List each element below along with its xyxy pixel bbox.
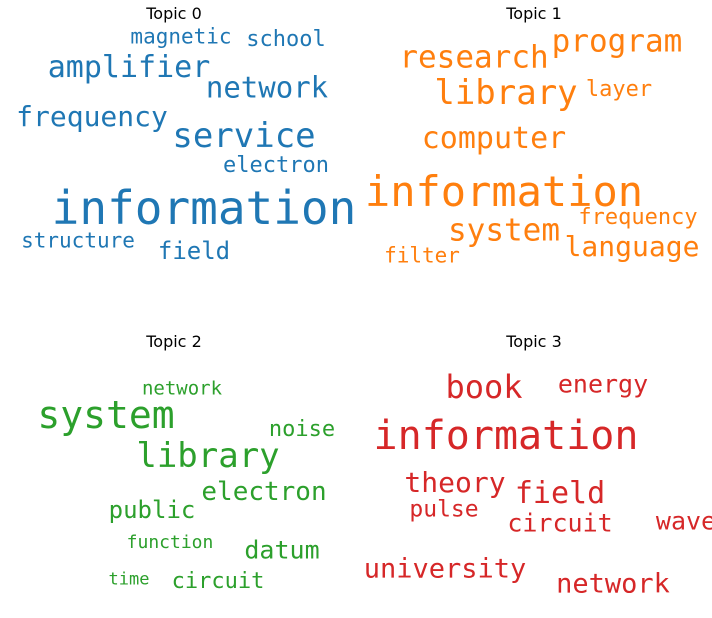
topic-1-word-computer: computer	[421, 121, 567, 156]
topic-0-word-network: network	[205, 70, 329, 105]
topic-2-panel: Topic 2 system library electron datum public…	[4, 328, 344, 618]
topic-3-word-university: university	[363, 553, 527, 585]
topic-2-word-datum: datum	[244, 535, 320, 565]
topic-0-word-magnetic: magnetic	[130, 24, 232, 49]
topic-0-word-amplifier: amplifier	[47, 50, 211, 85]
topic-1-word-language: language	[564, 230, 700, 263]
topic-3-word-theory: theory	[404, 466, 506, 499]
topic-0-word-frequency: frequency	[16, 100, 168, 133]
topic-2-word-system: system	[37, 393, 175, 437]
topic-0-word-field: field	[157, 237, 231, 265]
topic-1-word-research: research	[399, 39, 549, 76]
topic-0-word-school: school	[246, 27, 326, 52]
topic-1-panel: Topic 1 information library program researc…	[364, 0, 704, 290]
topic-0-word-structure: structure	[21, 228, 135, 253]
topic-0-title: Topic 0	[146, 4, 202, 23]
topic-2-word-electron: electron	[201, 477, 327, 507]
topic-2-word-circuit: circuit	[171, 569, 265, 594]
topic-1-word-layer: layer	[585, 77, 653, 102]
topic-1-word-frequency: frequency	[578, 205, 698, 230]
topic-3-word-pulse: pulse	[409, 496, 479, 523]
topic-3-word-energy: energy	[557, 369, 649, 399]
topic-1-word-information: information	[364, 167, 644, 216]
topic-3-word-network: network	[556, 568, 670, 600]
topic-3-word-wave: wave	[655, 506, 712, 536]
topic-3-title: Topic 3	[506, 332, 562, 351]
topic-3-word-field: field	[514, 476, 606, 511]
topic-2-word-function: function	[126, 532, 214, 553]
topic-2-word-noise: noise	[268, 417, 336, 442]
topic-3-panel: Topic 3 information book field theory univer…	[363, 328, 712, 618]
topic-3-word-circuit: circuit	[507, 508, 613, 538]
topic-0-word-electron: electron	[223, 153, 329, 178]
topic-2-word-public: public	[108, 496, 196, 524]
topic-2-word-network: network	[141, 377, 223, 400]
topic-2-title: Topic 2	[146, 332, 202, 351]
topic-1-word-program: program	[551, 23, 683, 60]
topic-0-panel: Topic 0 information service amplifier netwo…	[4, 0, 356, 290]
topic-1-title: Topic 1	[506, 4, 562, 23]
topic-0-word-service: service	[172, 116, 316, 156]
topic-3-word-book: book	[445, 368, 523, 406]
topic-3-word-information: information	[373, 413, 639, 459]
topic-0-word-information: information	[51, 181, 357, 235]
topic-1-word-library: library	[434, 73, 578, 113]
topic-1-word-system: system	[448, 212, 560, 249]
topic-1-word-filter: filter	[384, 243, 460, 268]
topic-2-word-time: time	[108, 569, 150, 590]
topic-2-word-library: library	[136, 436, 280, 476]
